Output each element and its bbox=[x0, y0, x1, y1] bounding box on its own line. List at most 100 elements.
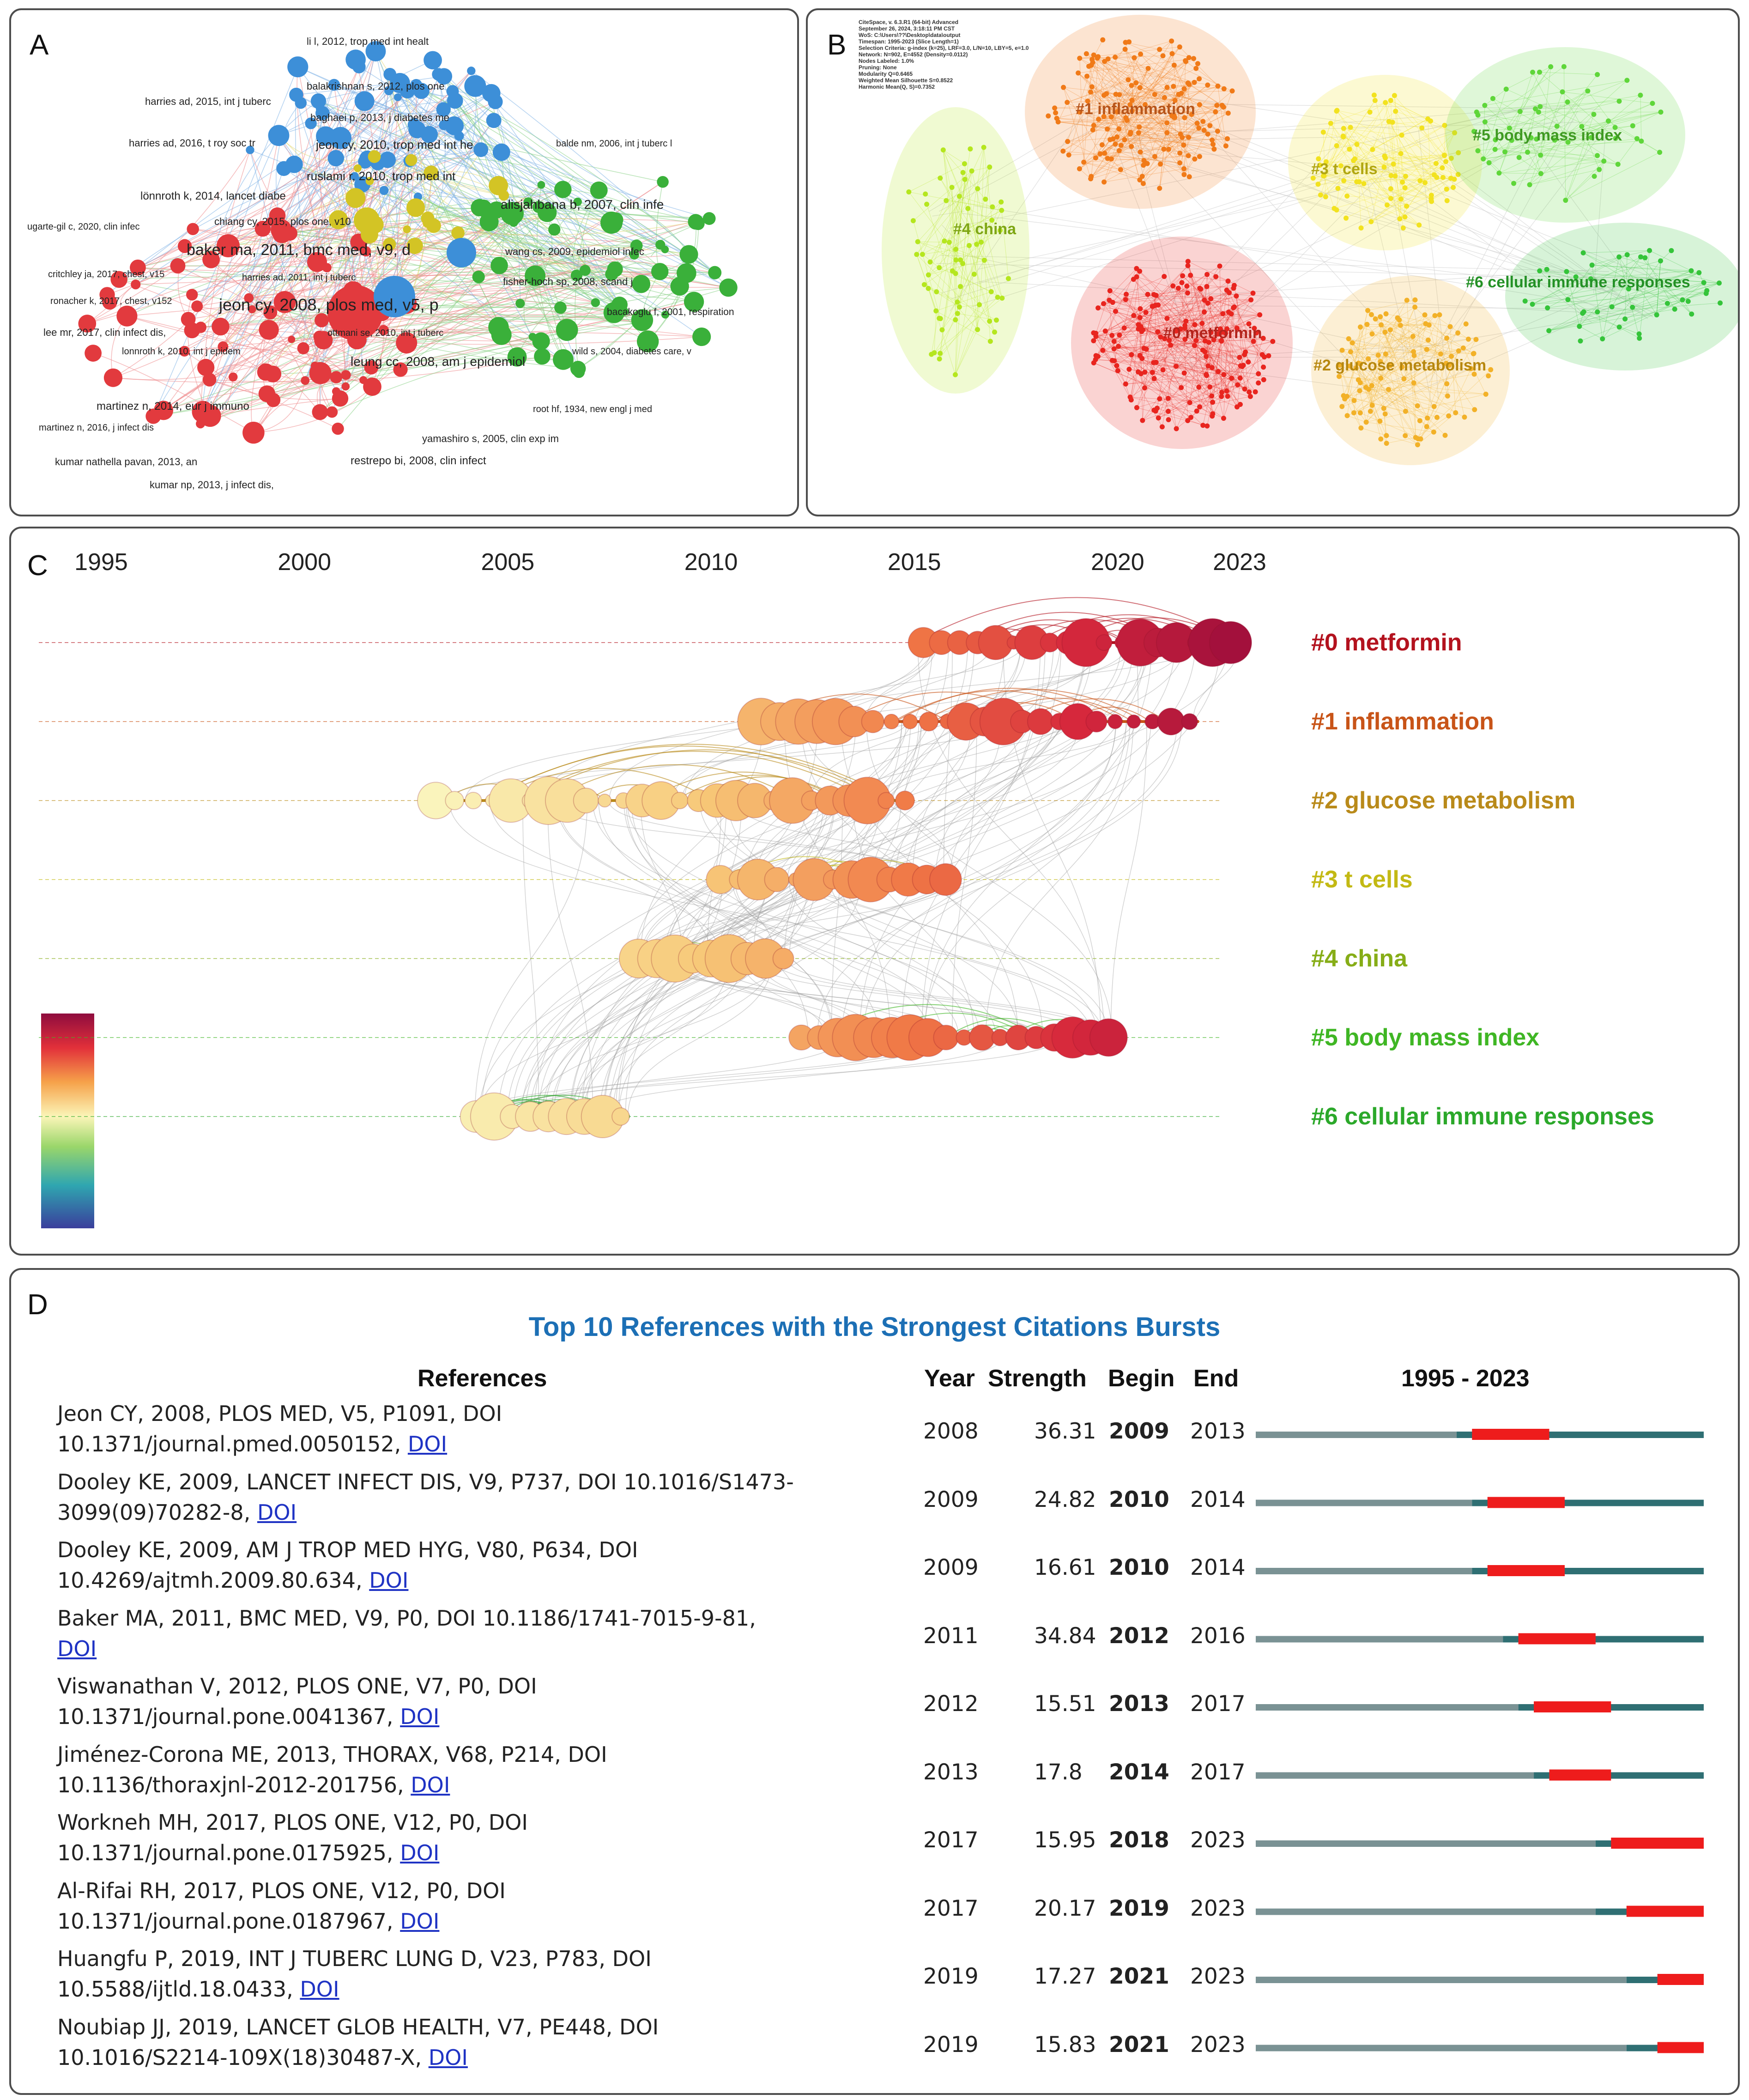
network-a-node bbox=[424, 165, 439, 181]
doi-link[interactable]: DOI bbox=[411, 1772, 450, 1797]
network-a-node bbox=[328, 79, 340, 91]
network-a-edge bbox=[398, 97, 715, 273]
cluster-edge bbox=[1206, 298, 1211, 376]
network-a-node bbox=[488, 94, 503, 109]
cluster-node bbox=[1537, 69, 1542, 75]
cluster-edge bbox=[1204, 340, 1222, 352]
cluster-edge bbox=[1385, 315, 1425, 354]
doi-link[interactable]: DOI bbox=[400, 1840, 440, 1865]
doi-link[interactable]: DOI bbox=[428, 2045, 468, 2070]
cluster-node bbox=[1192, 322, 1198, 328]
cluster-edge bbox=[1342, 336, 1413, 351]
cluster-edge bbox=[956, 179, 965, 260]
cluster-edge bbox=[1206, 299, 1252, 375]
cluster-edge bbox=[1152, 341, 1273, 373]
cluster-node bbox=[1434, 175, 1440, 180]
cluster-node bbox=[1171, 84, 1176, 89]
cluster-edge bbox=[1415, 415, 1449, 438]
cluster-node bbox=[946, 239, 952, 245]
network-a-node bbox=[471, 199, 489, 217]
cluster-edge bbox=[1221, 315, 1260, 341]
timeline-arc bbox=[521, 749, 891, 801]
cluster-node bbox=[1142, 370, 1148, 375]
reference-line-1: Huangfu P, 2019, INT J TUBERC LUNG D, V2… bbox=[57, 1946, 652, 1971]
cluster-edge bbox=[1142, 395, 1212, 421]
timeline-tick-label: 2015 bbox=[888, 549, 941, 576]
doi-link[interactable]: DOI bbox=[400, 1908, 440, 1934]
cluster-edge bbox=[1144, 348, 1177, 429]
cluster-edge bbox=[1354, 315, 1435, 413]
cluster-node bbox=[1151, 376, 1157, 381]
timeline-cross-link bbox=[904, 642, 1150, 880]
cluster-edge bbox=[1350, 127, 1425, 183]
cluster-node bbox=[1185, 263, 1191, 268]
cluster-edge bbox=[1584, 270, 1692, 312]
cluster-edge bbox=[1167, 93, 1182, 133]
cluster-edge bbox=[1320, 128, 1344, 195]
burst-pre-publication bbox=[1256, 1636, 1503, 1643]
cluster-edge bbox=[1199, 396, 1251, 407]
cluster-edge bbox=[1178, 288, 1195, 346]
network-a-node bbox=[248, 305, 256, 314]
cluster-edge bbox=[1095, 333, 1113, 361]
cluster-edge bbox=[1125, 49, 1208, 134]
cluster-node bbox=[1438, 351, 1443, 357]
cluster-node bbox=[1137, 353, 1143, 358]
cluster-edge bbox=[1619, 257, 1640, 339]
cluster-node bbox=[1647, 248, 1652, 253]
cluster-edge bbox=[1318, 178, 1451, 185]
burst-table-title: Top 10 References with the Strongest Cit… bbox=[528, 1312, 1221, 1342]
reference-line-2: 10.1016/S2214-109X(18)30487-X, bbox=[57, 2045, 429, 2070]
doi-link[interactable]: DOI bbox=[369, 1568, 409, 1593]
cell-year: 2019 bbox=[923, 2032, 979, 2058]
cluster-edge bbox=[1185, 312, 1204, 326]
cluster-edge bbox=[956, 172, 963, 249]
cluster-edge bbox=[1125, 42, 1233, 91]
network-a-edge bbox=[498, 185, 625, 312]
network-a-node bbox=[368, 150, 381, 163]
cluster-node bbox=[978, 239, 984, 245]
cluster-node bbox=[1186, 174, 1192, 180]
cluster-edge bbox=[1346, 310, 1368, 397]
cluster-node bbox=[1105, 56, 1111, 62]
doi-link[interactable]: DOI bbox=[257, 1499, 297, 1525]
doi-link[interactable]: DOI bbox=[57, 1636, 97, 1661]
info-line: Harmonic Mean(Q, S)=0.7352 bbox=[859, 84, 935, 90]
doi-link[interactable]: DOI bbox=[300, 1977, 339, 2002]
doi-link[interactable]: DOI bbox=[400, 1704, 440, 1729]
cluster-edge bbox=[930, 167, 990, 262]
cluster-edge bbox=[1111, 94, 1179, 159]
cluster-edge bbox=[1386, 437, 1416, 444]
cluster-edge bbox=[1313, 111, 1396, 178]
cluster-node bbox=[1334, 143, 1339, 148]
cluster-node bbox=[1471, 351, 1477, 356]
cluster-node bbox=[1181, 172, 1187, 177]
network-a-node bbox=[268, 125, 290, 146]
cluster-edge bbox=[1126, 84, 1189, 121]
cluster-edge bbox=[1104, 53, 1173, 182]
cluster-edge bbox=[1095, 333, 1114, 342]
cluster-node bbox=[1400, 225, 1406, 231]
cluster-node bbox=[938, 316, 943, 322]
cluster-edge bbox=[1323, 146, 1337, 176]
cluster-edge bbox=[1106, 91, 1233, 94]
cluster-node bbox=[1052, 105, 1058, 111]
cluster-edge bbox=[942, 307, 960, 330]
cluster-edge bbox=[1582, 303, 1720, 314]
network-a-hub-node bbox=[354, 207, 380, 233]
cluster-edge bbox=[976, 167, 990, 245]
cluster-node bbox=[1137, 177, 1143, 182]
cluster-edge bbox=[1158, 304, 1224, 375]
network-a-node bbox=[445, 116, 464, 135]
cluster-node bbox=[1127, 102, 1133, 108]
cluster-edge bbox=[1063, 94, 1155, 152]
cluster-node bbox=[1186, 153, 1191, 158]
cluster-node bbox=[934, 289, 939, 295]
doi-link[interactable]: DOI bbox=[407, 1432, 448, 1457]
cluster-edge bbox=[1223, 365, 1241, 375]
cluster-node bbox=[1565, 99, 1570, 105]
cluster-node bbox=[1140, 327, 1146, 333]
timeline-tick-label: 1995 bbox=[74, 549, 128, 576]
cluster-edge bbox=[1095, 359, 1154, 363]
cluster-node bbox=[1423, 321, 1428, 327]
